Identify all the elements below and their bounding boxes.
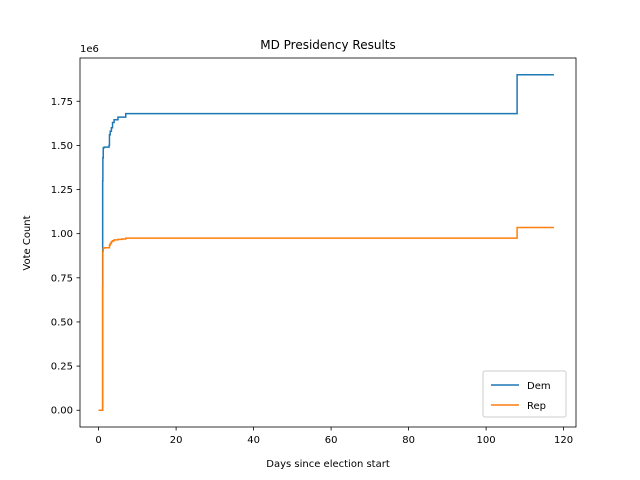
x-axis-label: Days since election start <box>266 459 390 470</box>
y-tick-label: 0.00 <box>51 406 73 417</box>
series-line-dem <box>98 74 554 411</box>
x-tick-label: 60 <box>325 435 338 446</box>
y-tick-label: 1.00 <box>51 229 73 240</box>
y-axis-label: Vote Count <box>22 215 33 270</box>
legend-label-dem: Dem <box>527 381 551 392</box>
y-tick-label: 1.25 <box>51 185 73 196</box>
x-tick-label: 40 <box>247 435 260 446</box>
legend: Dem Rep <box>482 370 567 418</box>
y-offset-text: 1e6 <box>80 44 99 55</box>
plot-frame <box>79 57 577 428</box>
x-tick-label: 80 <box>402 435 415 446</box>
legend-box <box>482 370 567 418</box>
legend-label-rep: Rep <box>527 401 546 412</box>
y-tick-label: 1.75 <box>51 97 73 108</box>
x-axis: 0 20 40 60 80 100 120 <box>95 427 573 446</box>
x-tick-label: 120 <box>554 435 573 446</box>
y-axis: 0.00 0.25 0.50 0.75 1.00 1.25 1.50 1.75 <box>51 97 80 417</box>
x-tick-label: 20 <box>170 435 183 446</box>
y-tick-label: 1.50 <box>51 141 73 152</box>
y-tick-label: 0.75 <box>51 273 73 284</box>
chart-title: MD Presidency Results <box>260 38 396 52</box>
y-tick-label: 0.25 <box>51 362 73 373</box>
x-tick-label: 100 <box>477 435 496 446</box>
x-tick-label: 0 <box>95 435 101 446</box>
plot-lines <box>98 74 554 411</box>
series-line-rep <box>98 226 554 411</box>
y-tick-label: 0.50 <box>51 317 73 328</box>
